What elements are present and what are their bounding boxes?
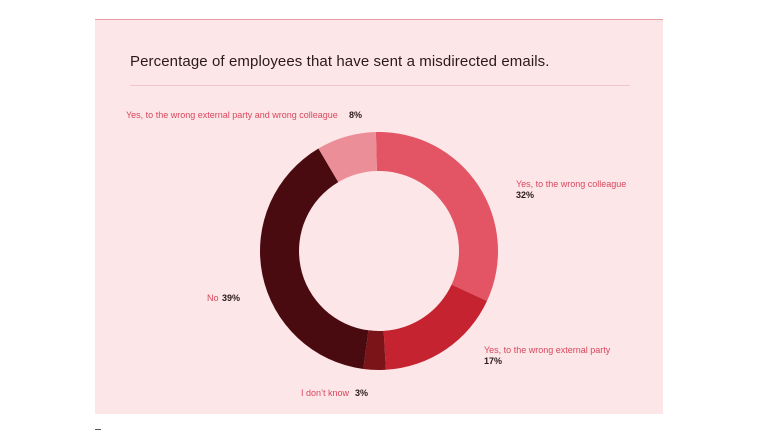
slice-value-wrong-external-party: 17% [484,356,502,366]
slice-label-no: No [207,293,219,303]
footer-mark [95,429,101,430]
donut-slices [260,132,498,370]
slice-wrong-colleague [375,132,498,302]
slice-value-no: 39% [222,293,240,303]
slice-value-dont-know: 3% [355,388,368,398]
slice-label-wrong-external-party: Yes, to the wrong external party [484,345,611,355]
slice-value-wrong-colleague: 32% [516,190,534,200]
slice-dont-know [363,330,386,370]
slice-label-wrong-colleague: Yes, to the wrong colleague [516,179,626,189]
slice-no [260,148,369,369]
title-divider [130,85,630,86]
slice-external-and-colleague [318,132,377,183]
donut-chart: Yes, to the wrong colleague 32% Yes, to … [126,110,626,398]
chart-card: Percentage of employees that have sent a… [95,19,663,414]
slice-label-dont-know: I don’t know [301,388,350,398]
chart-title: Percentage of employees that have sent a… [130,53,550,70]
slice-value-external-and-colleague: 8% [349,110,362,120]
slice-wrong-external-party [383,284,487,370]
slice-label-external-and-colleague: Yes, to the wrong external party and wro… [126,110,338,120]
